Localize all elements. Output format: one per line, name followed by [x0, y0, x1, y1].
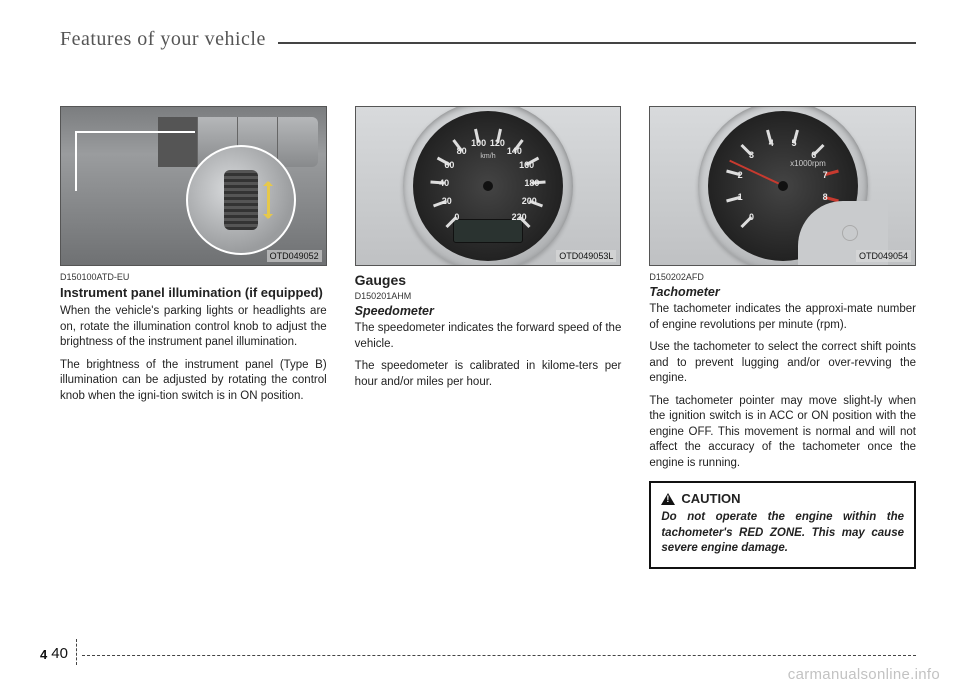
gauge-tick-label: 2 [738, 170, 743, 180]
gauge-tick-label: 4 [769, 138, 774, 148]
callout-circle [186, 145, 296, 255]
figure-illumination-knob: OTD049052 [60, 106, 327, 266]
gauge-tick-label: 120 [490, 138, 505, 148]
caution-title: CAUTION [681, 491, 740, 506]
tachometer-gauge: x1000rpm 012345678 [698, 106, 868, 266]
gauge-tick-label: 60 [444, 160, 454, 170]
paragraph: The tachometer pointer may move slight-l… [649, 394, 916, 472]
gauge-frame: km/h 020 40 6080 100 120140 160 180 200 220 [356, 107, 621, 265]
caution-box: CAUTION Do not operate the engine within… [649, 481, 916, 569]
col3-body: D150202AFD Tachometer The tachometer ind… [649, 272, 916, 569]
gauge-face: km/h 020 40 6080 100 120140 160 180 200 220 [413, 111, 563, 261]
page-header: Features of your vehicle [60, 28, 916, 68]
col3-heading: Tachometer [649, 285, 916, 299]
content-columns: OTD049052 D150100ATD-EU Instrument panel… [60, 106, 916, 569]
wheel-arrow-icon [260, 182, 270, 218]
illumination-wheel [224, 170, 258, 230]
rpm-label: x1000rpm [790, 159, 826, 168]
page: Features of your vehicle OTD049052 [0, 0, 960, 689]
gauge-tick-label: 180 [524, 178, 539, 188]
col1-heading: Instrument panel illumination (if equipp… [60, 285, 327, 300]
col1-body: D150100ATD-EU Instrument panel illuminat… [60, 272, 327, 404]
footer-rule [82, 655, 916, 656]
caution-title-row: CAUTION [661, 491, 904, 506]
warning-lamp-icon [842, 225, 858, 241]
section-title: Features of your vehicle [60, 28, 278, 51]
callout-line [75, 131, 195, 191]
column-3: x1000rpm 012345678 OTD049054 D150202AFD … [649, 106, 916, 569]
gauge-tick-label: 3 [749, 150, 754, 160]
unit-kmh: km/h [480, 153, 495, 160]
warning-triangle-icon [661, 493, 675, 505]
page-number-group: 4 40 [40, 645, 74, 662]
figure-tachometer: x1000rpm 012345678 OTD049054 [649, 106, 916, 266]
watermark: carmanualsonline.info [788, 666, 940, 683]
col2-body: Gauges D150201AHM Speedometer The speedo… [355, 272, 622, 390]
dash-panel-graphic [61, 107, 326, 265]
gauge-tick-label: 200 [522, 196, 537, 206]
footer-divider [76, 639, 77, 665]
paragraph: The tachometer indicates the approxi-mat… [649, 302, 916, 333]
page-footer: 4 40 [40, 645, 916, 667]
gauge-tick-label: 5 [792, 138, 797, 148]
gauge-tick-label: 0 [749, 212, 754, 222]
paragraph: Use the tachometer to select the correct… [649, 340, 916, 387]
speedometer-gauge: km/h 020 40 6080 100 120140 160 180 200 220 [403, 106, 573, 266]
gauge-tick-label: 80 [457, 146, 467, 156]
gauge-tick-label: 7 [823, 170, 828, 180]
paragraph: The speedometer indicates the forward sp… [355, 321, 622, 352]
section-gauges: Gauges [355, 272, 622, 288]
doc-code: D150201AHM [355, 291, 622, 301]
gauge-hub [483, 181, 493, 191]
doc-code: D150100ATD-EU [60, 272, 327, 282]
page-number: 40 [51, 645, 68, 662]
gauge-tick-label: 1 [738, 192, 743, 202]
gauge-tick-label: 140 [507, 146, 522, 156]
caution-body: Do not operate the engine within the tac… [661, 510, 904, 557]
chapter-number: 4 [40, 647, 47, 662]
column-1: OTD049052 D150100ATD-EU Instrument panel… [60, 106, 327, 569]
gauge-hub [778, 181, 788, 191]
col2-heading: Speedometer [355, 304, 622, 318]
paragraph: The brightness of the instrument panel (… [60, 358, 327, 405]
figure-speedometer: km/h 020 40 6080 100 120140 160 180 200 220 OTD0… [355, 106, 622, 266]
gauge-tick-label: 8 [823, 192, 828, 202]
paragraph: The speedometer is calibrated in kilome-… [355, 359, 622, 390]
gauge-tick-label: 160 [519, 160, 534, 170]
paragraph: When the vehicle's parking lights or hea… [60, 304, 327, 351]
column-2: km/h 020 40 6080 100 120140 160 180 200 220 OTD0… [355, 106, 622, 569]
gauge-tick-label: 40 [439, 178, 449, 188]
gauge-tick-label: 0 [454, 212, 459, 222]
gauge-tick-label: 100 [471, 138, 486, 148]
gauge-tick-label: 220 [512, 212, 527, 222]
figure-caption: OTD049054 [856, 250, 911, 262]
gauge-tick-label: 20 [442, 196, 452, 206]
gauge-frame: x1000rpm 012345678 [650, 107, 915, 265]
figure-caption: OTD049052 [267, 250, 322, 262]
gauge-tick-label: 6 [811, 150, 816, 160]
figure-caption: OTD049053L [556, 250, 616, 262]
lcd-display [453, 219, 523, 243]
doc-code: D150202AFD [649, 272, 916, 282]
